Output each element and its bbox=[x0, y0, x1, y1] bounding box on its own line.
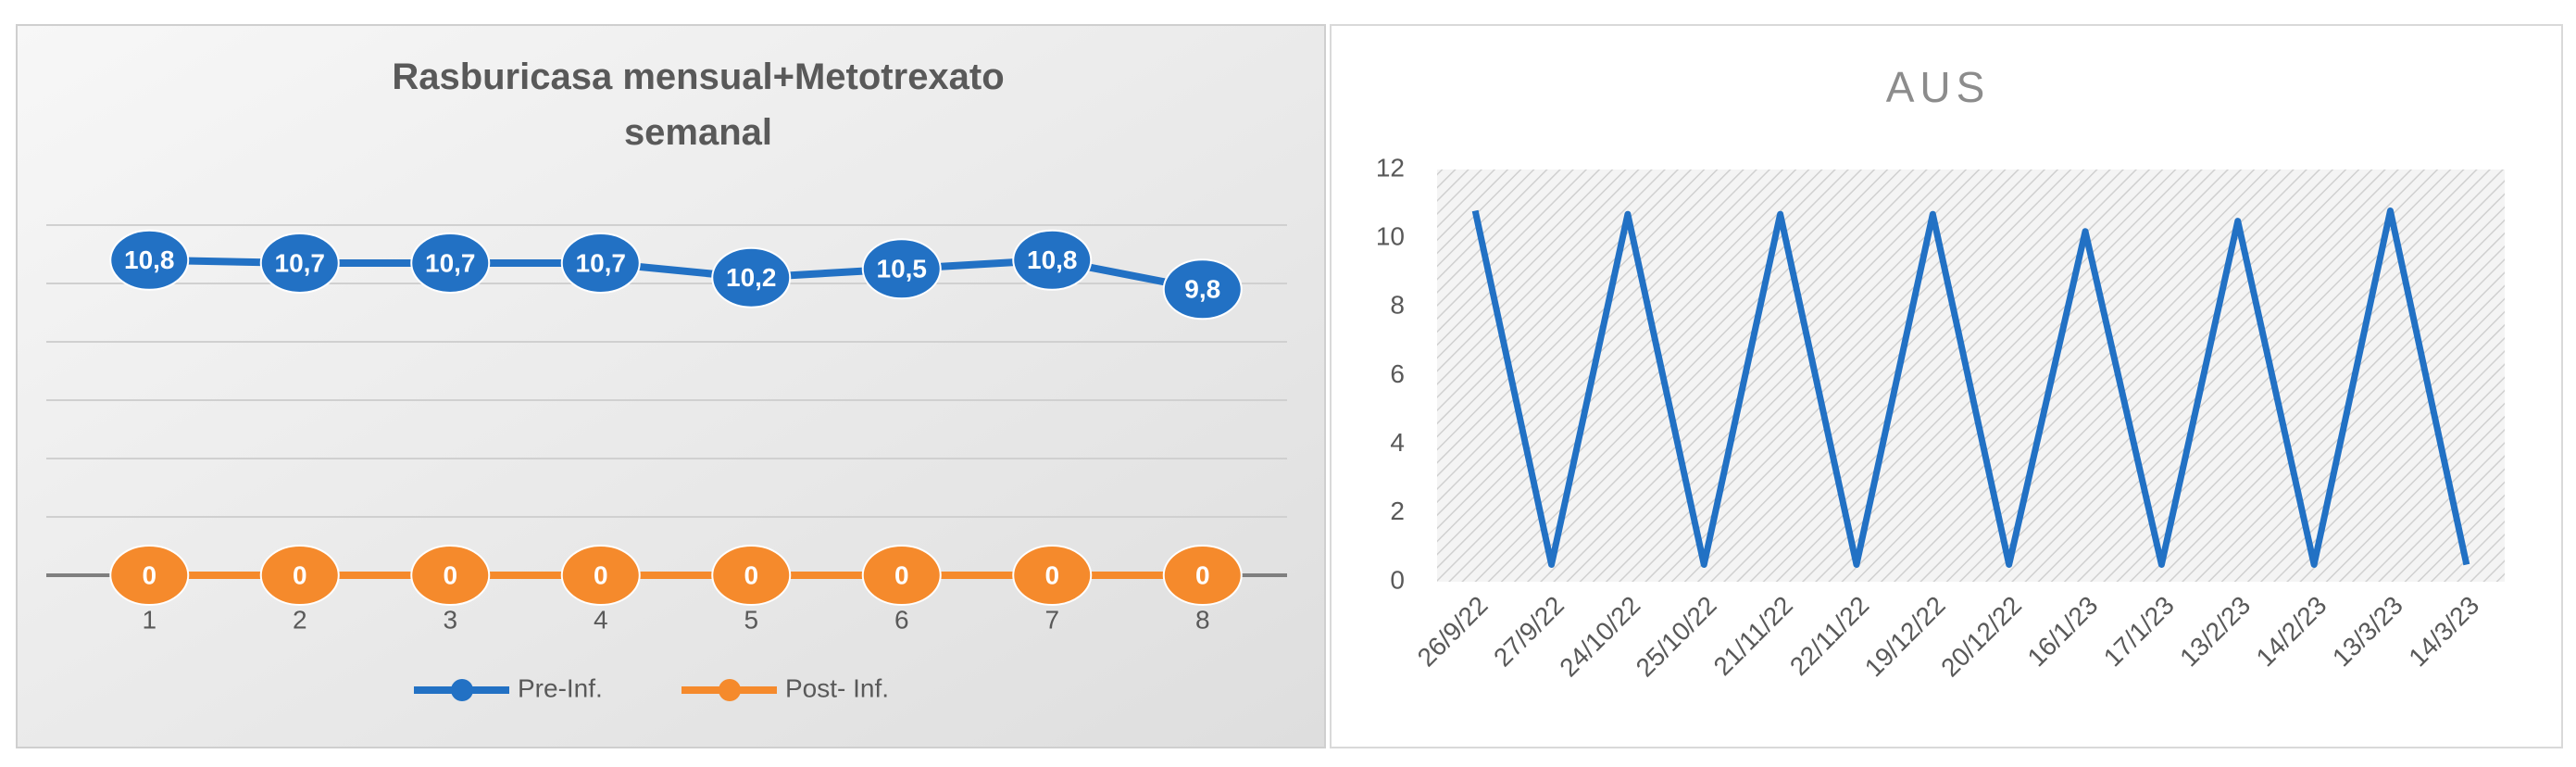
marker bbox=[560, 232, 641, 294]
y-tick-label: 2 bbox=[1390, 497, 1405, 525]
marker bbox=[560, 545, 641, 606]
marker bbox=[410, 545, 491, 606]
data-label: 10,2 bbox=[726, 263, 777, 292]
data-label: 0 bbox=[293, 560, 307, 589]
data-label: 10,7 bbox=[576, 248, 627, 277]
data-label: 0 bbox=[142, 560, 156, 589]
data-label: 0 bbox=[1044, 560, 1059, 589]
x-tick-label: 4 bbox=[594, 605, 608, 634]
marker bbox=[861, 238, 942, 300]
marker bbox=[711, 246, 792, 308]
series-line bbox=[1471, 207, 2470, 568]
data-label: 10,7 bbox=[425, 248, 476, 277]
marker bbox=[1162, 545, 1243, 606]
x-tick-label: 1 bbox=[142, 605, 156, 634]
data-label: 10,7 bbox=[275, 248, 326, 277]
x-tick-label: 3 bbox=[443, 605, 457, 634]
marker bbox=[1012, 229, 1093, 291]
x-tick-label: 2 bbox=[293, 605, 307, 634]
y-tick-label: 0 bbox=[1390, 565, 1405, 594]
marker bbox=[1012, 545, 1093, 606]
panel-left bbox=[16, 24, 1326, 748]
marker bbox=[861, 545, 942, 606]
x-tick-label: 6 bbox=[894, 605, 909, 634]
data-label: 10,5 bbox=[877, 255, 928, 283]
legend-marker bbox=[719, 679, 741, 701]
y-tick-label: 12 bbox=[1376, 153, 1405, 182]
x-tick-label: 7 bbox=[1044, 605, 1059, 634]
data-label: 0 bbox=[594, 560, 608, 589]
y-tick-label: 10 bbox=[1376, 222, 1405, 251]
data-label: 10,8 bbox=[1027, 245, 1078, 274]
marker bbox=[259, 232, 340, 294]
marker bbox=[109, 229, 190, 291]
x-tick-label: 5 bbox=[744, 605, 758, 634]
y-tick-label: 8 bbox=[1390, 291, 1405, 320]
marker bbox=[410, 232, 491, 294]
chart-title: AUS bbox=[1886, 63, 1991, 111]
data-label: 9,8 bbox=[1184, 275, 1220, 304]
data-label: 0 bbox=[443, 560, 457, 589]
y-tick-label: 6 bbox=[1390, 359, 1405, 388]
marker bbox=[109, 545, 190, 606]
data-label: 10,8 bbox=[124, 245, 175, 274]
title-line: Rasburicasa mensual+Metotrexato bbox=[392, 57, 1004, 97]
legend-label: Pre-Inf. bbox=[518, 673, 603, 702]
data-label: 0 bbox=[744, 560, 758, 589]
chart-title: Rasburicasa mensual+Metotrexato semanal bbox=[392, 57, 1004, 153]
legend-label: Post- Inf. bbox=[785, 673, 889, 702]
legend-marker bbox=[451, 679, 473, 701]
y-tick-label: 4 bbox=[1390, 428, 1405, 457]
title-line: semanal bbox=[624, 112, 772, 153]
marker bbox=[711, 545, 792, 606]
marker bbox=[259, 545, 340, 606]
x-tick-label: 8 bbox=[1195, 605, 1210, 634]
marker bbox=[1162, 258, 1243, 321]
data-label: 0 bbox=[894, 560, 909, 589]
data-label: 0 bbox=[1195, 560, 1210, 589]
